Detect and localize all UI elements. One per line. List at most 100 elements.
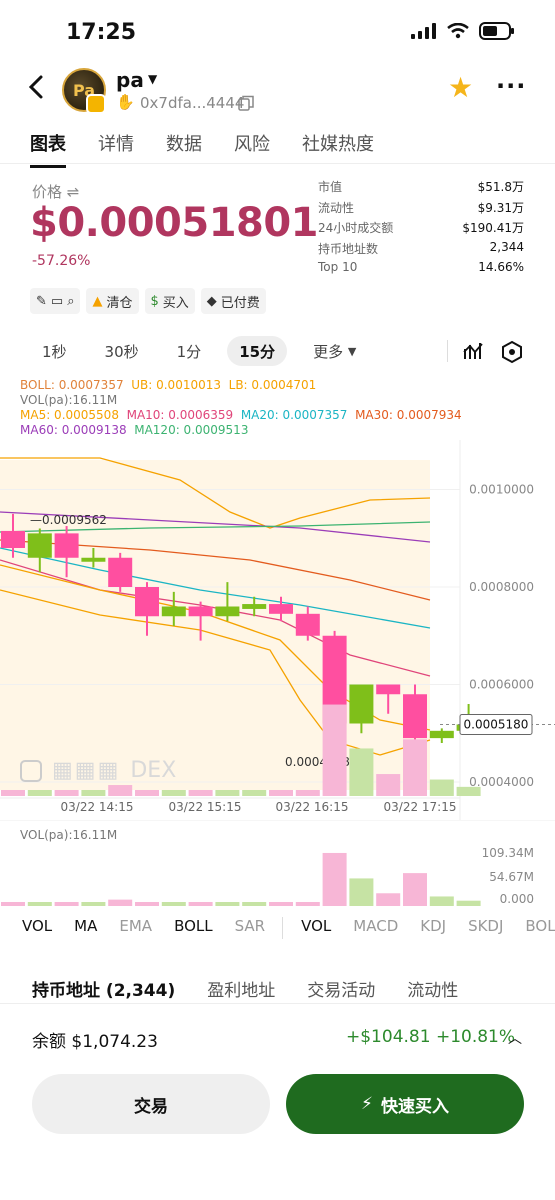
interval-15m[interactable]: 15分: [227, 336, 288, 366]
volume-overlay-bar: [349, 748, 374, 796]
interval-1s[interactable]: 1秒: [42, 342, 67, 361]
tab-holders[interactable]: 持币地址 (2,344): [32, 981, 176, 1001]
quick-buy-button[interactable]: ⚡ 快速买入: [286, 1074, 524, 1134]
copy-icon[interactable]: [238, 95, 254, 111]
stat-market-cap: 市值 $51.8万: [318, 180, 524, 194]
caret-down-icon: ▼: [347, 344, 357, 358]
volume-bar: [81, 902, 106, 906]
ind-boll[interactable]: BOLL: [174, 917, 213, 935]
ub-line: [0, 457, 431, 529]
candle: [376, 684, 401, 695]
volume-overlay-bar: [188, 790, 213, 796]
divider: [0, 163, 555, 164]
volume-axis-label: 109.34M: [482, 846, 534, 860]
price-axis-label: 0.0008000: [469, 580, 534, 594]
price-change: -57.26%: [32, 253, 91, 269]
ind-kdj[interactable]: KDJ: [420, 917, 447, 935]
volume-bar: [269, 902, 293, 906]
ind-ma[interactable]: MA: [74, 917, 98, 935]
swap-icon[interactable]: ⇌: [66, 183, 80, 201]
tab-chart[interactable]: 图表: [30, 130, 66, 168]
tab-social[interactable]: 社媒热度: [302, 134, 374, 155]
ma-legend-2: MA60: 0.0009138 MA120: 0.0009513: [20, 423, 249, 437]
tab-data[interactable]: 数据: [166, 134, 202, 155]
battery-icon: [479, 22, 514, 40]
trade-button[interactable]: 交易: [32, 1074, 270, 1134]
volume-bar: [188, 902, 213, 906]
stats-panel: 市值 $51.8万 流动性 $9.31万 24小时成交额 $190.41万 持币地址数…: [318, 178, 524, 281]
volume-overlay-bar: [295, 790, 320, 796]
favorite-star-icon[interactable]: ★: [448, 71, 474, 104]
volume-overlay-bar: [54, 790, 79, 796]
candle: [403, 694, 427, 739]
volume-bar: [161, 902, 186, 906]
wifi-icon: [447, 23, 469, 39]
stat-liquidity: 流动性 $9.31万: [318, 200, 524, 215]
okx-logo-icon: ▦▦▦: [52, 758, 121, 783]
volume-axis-label: 0.000: [500, 892, 534, 906]
tab-liquidity[interactable]: 流动性: [407, 981, 459, 1001]
volume-overlay-bar: [27, 790, 52, 796]
volume-chart: VOL(pa):16.11M 109.34M 54.67M 0.000: [0, 820, 555, 906]
price-value: $0.00051801: [30, 200, 319, 246]
price-chart[interactable]: 0.00120000.00100000.00080000.00060000.00…: [0, 440, 555, 820]
tab-risk[interactable]: 风险: [234, 134, 270, 155]
volume-bar: [403, 873, 427, 906]
pen-icon: ✎: [36, 293, 47, 309]
token-name[interactable]: pa: [116, 68, 144, 92]
boll-band: [0, 460, 430, 790]
settings-icon[interactable]: [500, 340, 524, 364]
dex-watermark: ▦▦▦ DEX: [20, 758, 176, 783]
candle: [108, 557, 133, 587]
tab-profit-addresses[interactable]: 盈利地址: [207, 981, 276, 1001]
more-icon[interactable]: ···: [496, 72, 527, 100]
hand-icon: ✋: [116, 93, 135, 111]
tab-trade-activity[interactable]: 交易活动: [307, 981, 376, 1001]
pnl: +$104.81 +10.81%: [346, 1027, 516, 1047]
ind-boll-sub[interactable]: BOL: [525, 917, 555, 935]
ind-sar[interactable]: SAR: [234, 917, 266, 935]
ind-ema[interactable]: EMA: [119, 917, 153, 935]
divider: [0, 1003, 555, 1004]
candle: [429, 730, 454, 739]
fullscreen-icon[interactable]: [20, 759, 42, 782]
volume-bar: [349, 878, 374, 906]
current-price-box: [459, 713, 533, 735]
volume-bar: [429, 896, 454, 906]
time-axis-label: 03/22 16:15: [276, 800, 349, 814]
candle: [269, 604, 293, 614]
tab-details[interactable]: 详情: [98, 134, 134, 155]
ind-skdj[interactable]: SKDJ: [468, 917, 504, 935]
buy-chip[interactable]: $ 买入: [144, 288, 195, 314]
tool-chip[interactable]: ✎ ▭ ⌕: [30, 288, 81, 314]
paid-chip[interactable]: ◆ 已付费: [200, 288, 266, 314]
chain-badge-icon: [86, 94, 106, 114]
volume-overlay-bar: [135, 790, 159, 796]
volume-bar: [108, 899, 133, 906]
ma5-line: [0, 564, 431, 731]
volume-bar: [456, 900, 481, 906]
window-icon: ▭: [50, 293, 64, 309]
ind-vol-sub[interactable]: VOL: [301, 917, 332, 935]
price-axis-label: 0.0010000: [469, 483, 534, 497]
price-label: 价格 ⇌: [32, 183, 80, 201]
status-time: 17:25: [66, 20, 137, 45]
chart-type-icon[interactable]: [462, 340, 484, 362]
caret-down-icon[interactable]: ▼: [148, 72, 158, 86]
clear-position-chip[interactable]: ▲ 清仓: [86, 288, 139, 314]
back-button[interactable]: [28, 74, 44, 105]
ind-macd[interactable]: MACD: [353, 917, 399, 935]
interval-bar: 1秒 30秒 1分 15分 更多 ▼: [30, 336, 382, 366]
price-axis-label: 0.0004000: [469, 775, 534, 789]
status-icons: [411, 22, 515, 40]
ma10-line: [0, 559, 431, 677]
divider: [282, 917, 283, 939]
ind-vol[interactable]: VOL: [22, 917, 53, 935]
interval-30s[interactable]: 30秒: [104, 342, 139, 361]
volume-overlay-bar: [215, 790, 240, 796]
volume-label: VOL(pa):16.11M: [20, 828, 117, 842]
interval-more[interactable]: 更多 ▼: [313, 342, 357, 361]
candle: [161, 606, 186, 617]
chevron-up-icon[interactable]: ︿: [508, 1031, 522, 1047]
interval-1m[interactable]: 1分: [176, 342, 202, 361]
